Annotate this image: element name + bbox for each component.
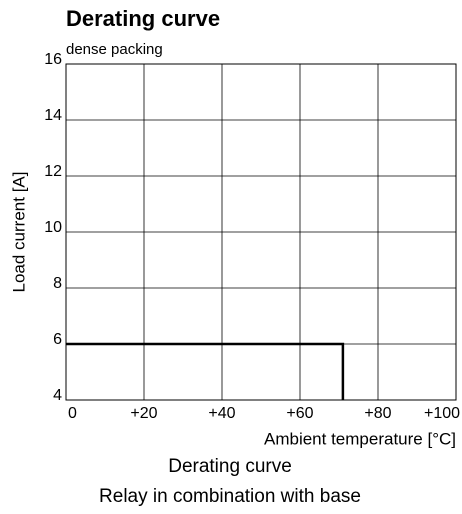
y-tick-label: 10 xyxy=(44,219,62,236)
y-tick-label: 16 xyxy=(44,51,62,68)
chart-subtitle: dense packing xyxy=(66,41,163,58)
x-axis-label: Ambient temperature [°C] xyxy=(264,429,456,448)
y-tick-label: 4 xyxy=(53,387,62,404)
derating-line xyxy=(66,342,345,400)
x-tick-label: +100 xyxy=(424,405,460,422)
x-tick-label: +80 xyxy=(364,405,391,422)
chart-title: Derating curve xyxy=(66,6,220,31)
y-tick-label: 6 xyxy=(53,331,62,348)
y-tick-label: 14 xyxy=(44,107,62,124)
x-tick-label: +20 xyxy=(130,405,157,422)
x-tick-label: 0 xyxy=(68,405,77,422)
y-tick-label: 8 xyxy=(53,275,62,292)
y-tick-label: 12 xyxy=(44,163,62,180)
y-axis-label: Load current [A] xyxy=(9,172,28,293)
x-tick-label: +60 xyxy=(286,405,313,422)
caption: Derating curve xyxy=(168,456,292,477)
caption: Relay in combination with base xyxy=(99,486,361,507)
x-tick-label: +40 xyxy=(208,405,235,422)
